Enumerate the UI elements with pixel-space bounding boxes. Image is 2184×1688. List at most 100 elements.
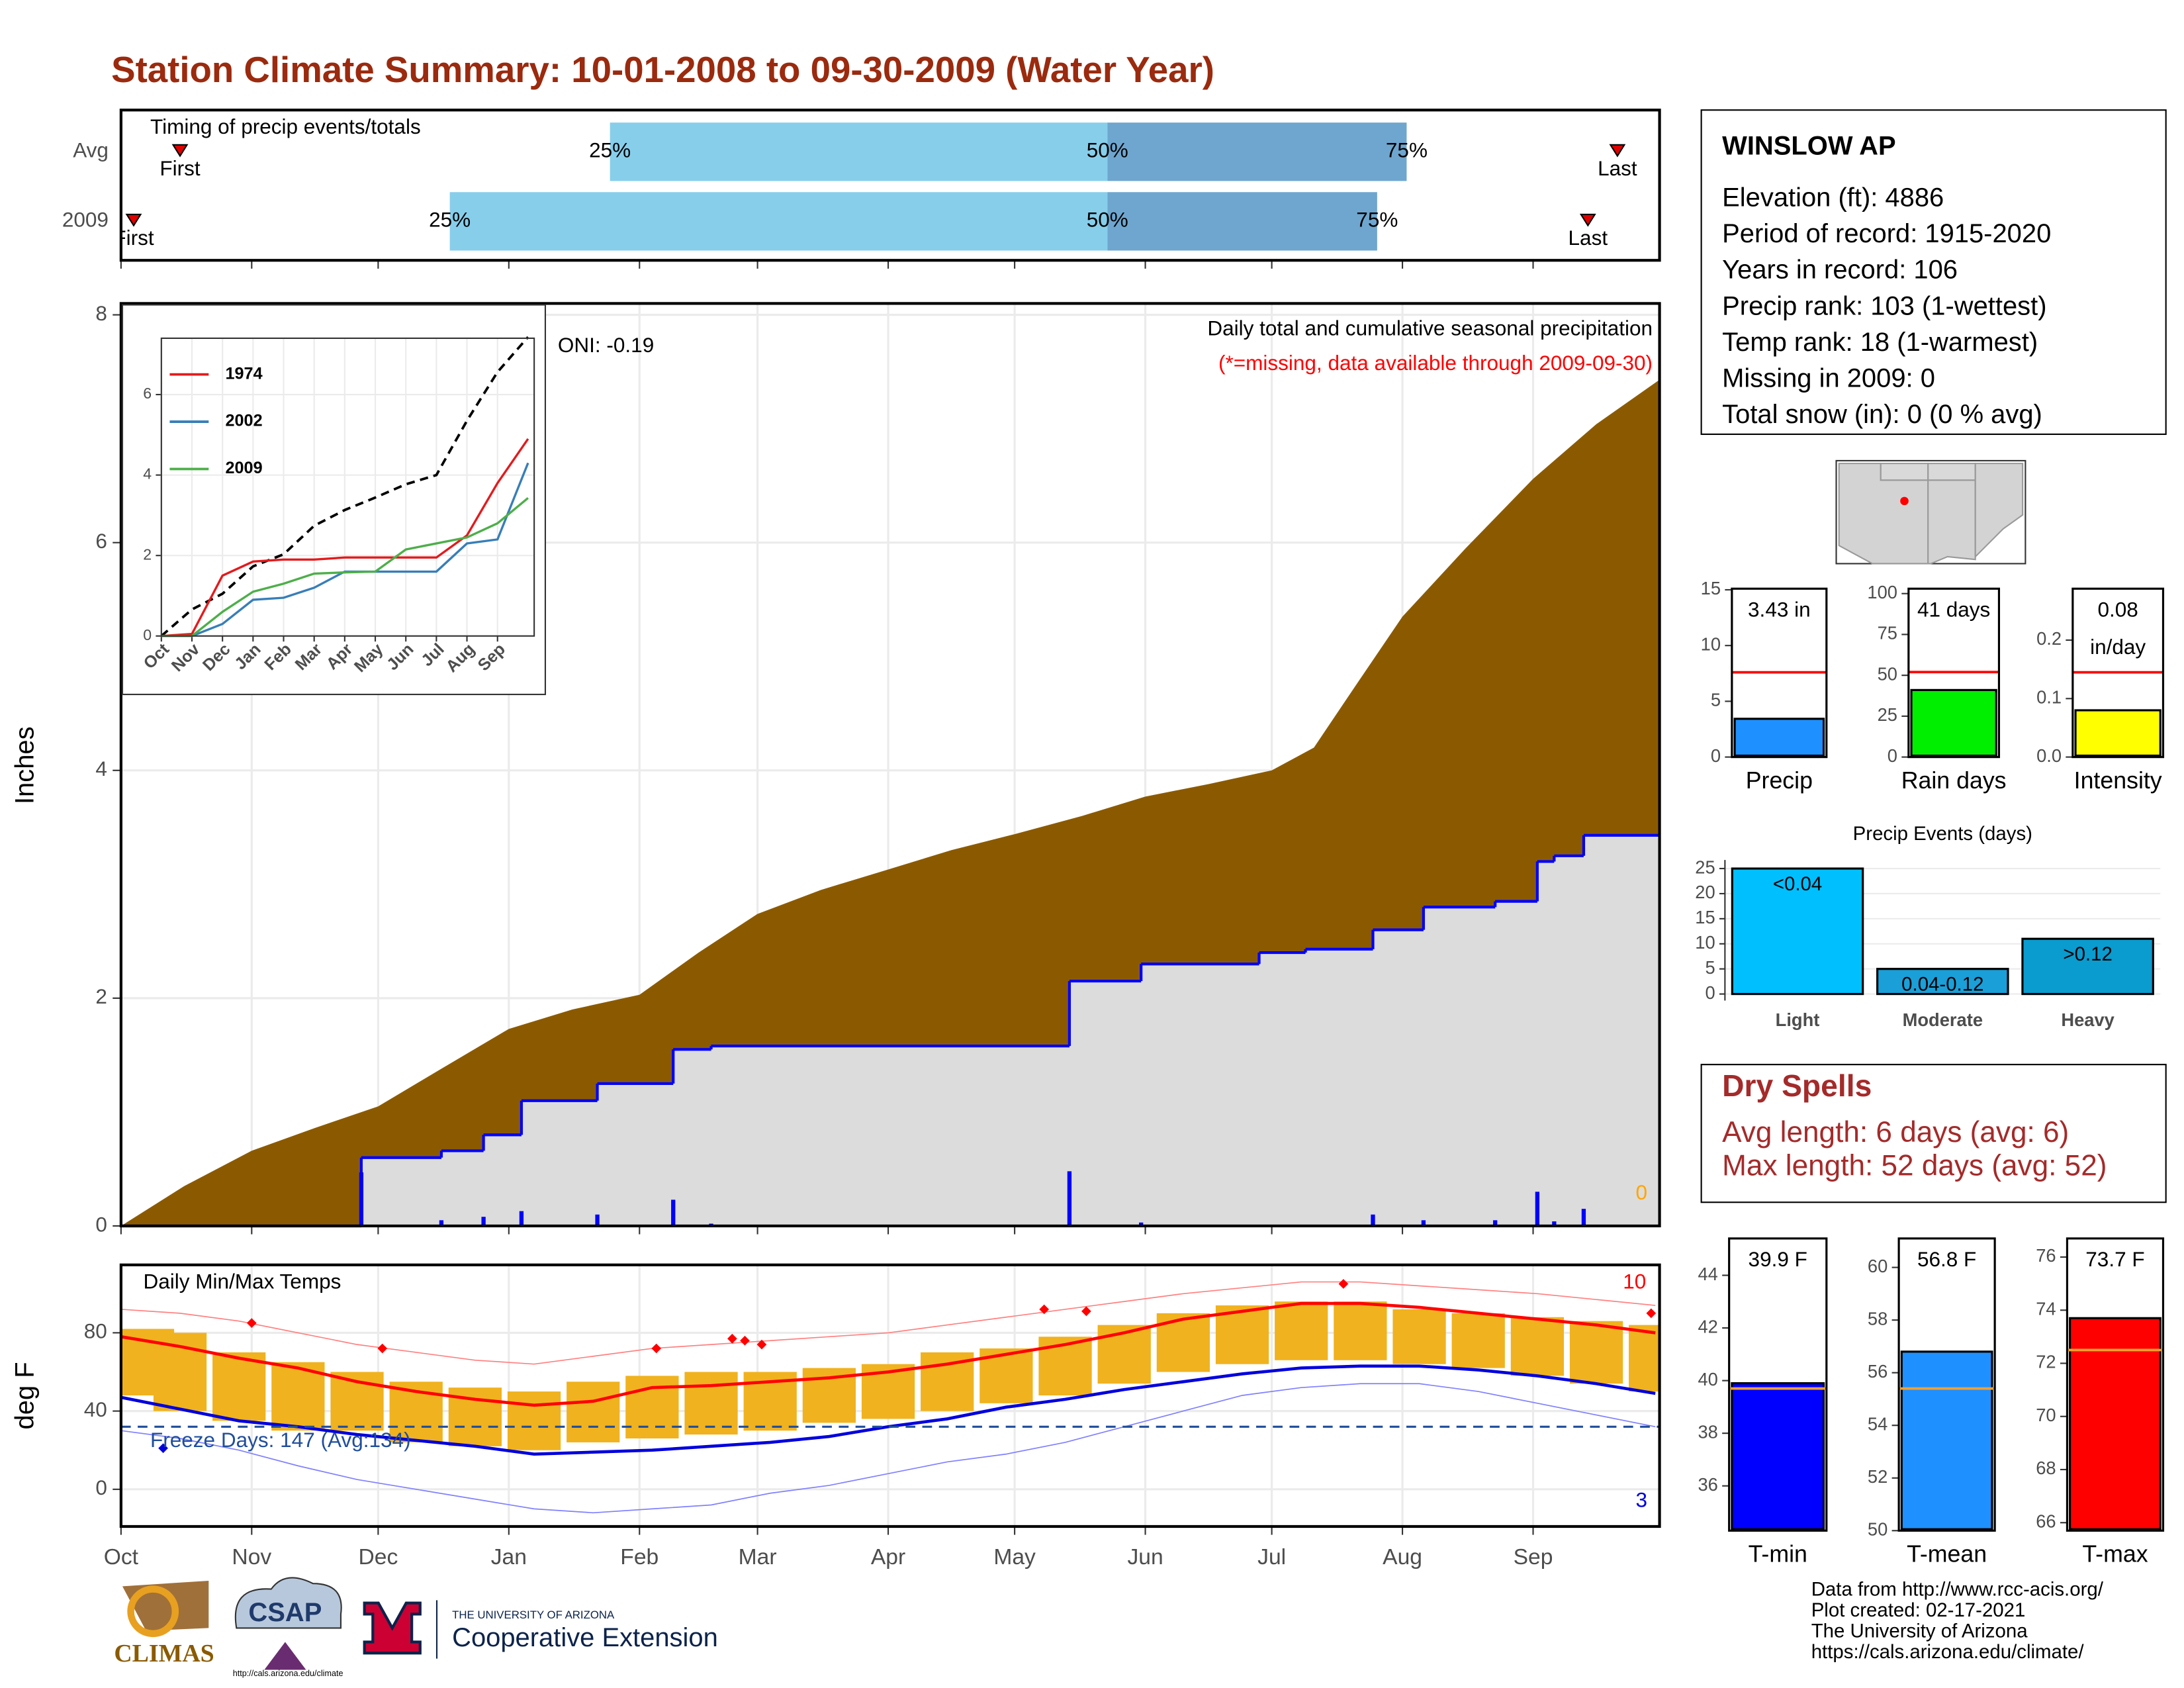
- observed-cumulative-area: [1305, 949, 1374, 1226]
- y-tick-label: 70: [2036, 1405, 2056, 1425]
- page-title: Station Climate Summary: 10-01-2008 to 0…: [111, 50, 1214, 90]
- observed-cumulative-area: [1554, 855, 1584, 1226]
- x-tick-label: Nov: [232, 1545, 271, 1570]
- locator-map: [1835, 459, 2026, 565]
- missing-count: 0: [1635, 1180, 1647, 1204]
- bar-label: >0.12: [2063, 943, 2112, 965]
- record-marker: [740, 1335, 750, 1346]
- record-marker: [246, 1318, 257, 1328]
- y-tick-label: 0: [95, 1212, 107, 1236]
- gauge-bar: [1900, 1350, 1993, 1530]
- y-tick-label: 40: [84, 1397, 107, 1421]
- footer-line: Data from http://www.rcc-acis.org/: [1811, 1578, 2104, 1600]
- x-tick-label: Mar: [739, 1545, 777, 1570]
- observed-cumulative-area: [711, 1046, 1070, 1226]
- quartile-bar: [1107, 192, 1377, 251]
- y-tick-label: 4: [95, 757, 107, 780]
- value-label: 39.9 F: [1749, 1247, 1807, 1271]
- y-tick-label: 0: [143, 626, 152, 643]
- daily-precip-bar: [1581, 1209, 1586, 1226]
- bar-label: <0.04: [1773, 873, 1822, 895]
- x-tick-label: Oct: [104, 1545, 139, 1570]
- inset-border: [121, 304, 546, 696]
- observed-cumulative-area: [673, 1049, 712, 1226]
- y-tick-label: 68: [2036, 1458, 2056, 1478]
- observed-cumulative-area: [1259, 953, 1306, 1226]
- y-tick-label: 75: [1878, 623, 1897, 643]
- gauge-bar: [1731, 1382, 1825, 1530]
- panel-border: [119, 109, 1661, 262]
- value-label: 3.43 in: [1748, 597, 1811, 621]
- y-tick-label: 50: [1878, 663, 1897, 684]
- footer-line: https://cals.arizona.edu/climate/: [1811, 1641, 2085, 1663]
- y-tick-label: 6: [143, 385, 152, 402]
- y-tick-label: 0: [1705, 982, 1715, 1003]
- average-line: [160, 336, 529, 637]
- gauge-border: [1897, 1237, 1996, 1532]
- record-marker: [158, 1443, 168, 1454]
- y-tick-label: 42: [1698, 1316, 1717, 1336]
- daily-precip-bar: [1493, 1220, 1498, 1226]
- observed-cumulative-area: [483, 1135, 522, 1226]
- observed-cumulative-area: [1495, 901, 1538, 1226]
- y-axis-label: deg F: [10, 1362, 39, 1429]
- y-tick-label: 4: [143, 465, 152, 483]
- event-marker: [125, 213, 142, 227]
- category-label: T-max: [2082, 1541, 2148, 1568]
- station-line: Years in record: 106: [1722, 256, 1958, 285]
- daily-precip-bar: [1535, 1192, 1540, 1226]
- daily-precip-bar: [519, 1211, 524, 1226]
- y-tick-label: 0.2: [2036, 628, 2062, 649]
- logo-text: Cooperative Extension: [452, 1623, 718, 1652]
- y-tick-label: 0: [1888, 745, 1897, 766]
- daily-temp-range: [1215, 1305, 1269, 1364]
- quartile-label: 50%: [1087, 208, 1128, 232]
- y-tick-label: 5: [1705, 957, 1715, 978]
- value-label: 56.8 F: [1917, 1247, 1976, 1271]
- x-tick-label: Feb: [620, 1545, 659, 1570]
- series-line: [161, 496, 529, 637]
- y-tick-label: 6: [95, 529, 107, 553]
- logo-text: THE UNIVERSITY OF ARIZONA: [452, 1609, 615, 1621]
- daily-precip-bar: [439, 1220, 444, 1226]
- record-marker: [727, 1333, 737, 1344]
- record-marker: [377, 1343, 388, 1354]
- y-tick-label: 0: [95, 1476, 107, 1499]
- y-tick-label: 60: [1868, 1256, 1888, 1276]
- daily-temp-range: [1569, 1321, 1623, 1384]
- y-tick-label: 2: [95, 984, 107, 1008]
- x-tick-label: Light: [1776, 1009, 1820, 1030]
- daily-temp-range: [507, 1391, 561, 1450]
- panel-border: [119, 302, 1661, 1228]
- bar: [1876, 968, 2009, 996]
- record-max-line: [120, 1281, 1656, 1365]
- event-marker: [1609, 144, 1626, 158]
- logo-text: CSAP: [248, 1598, 322, 1627]
- quartile-bar: [1107, 122, 1407, 181]
- normal-min-line: [120, 1364, 1656, 1456]
- bar: [2021, 937, 2154, 996]
- event-marker: [171, 144, 189, 158]
- category-label: Rain days: [1901, 767, 2007, 794]
- x-tick-label: Moderate: [1903, 1009, 1983, 1030]
- x-tick-label: Jan: [491, 1545, 527, 1570]
- observed-cumulative-area: [521, 1100, 598, 1226]
- x-tick-label: Jul: [1257, 1545, 1286, 1570]
- chart-title: Daily total and cumulative seasonal prec…: [1207, 316, 1653, 340]
- category-label: Intensity: [2074, 767, 2162, 794]
- oni-annotation: ONI: -0.19: [558, 333, 654, 357]
- timing-title: Timing of precip events/totals: [150, 115, 421, 138]
- daily-temp-range: [1510, 1317, 1565, 1376]
- gauge-border: [1907, 587, 2001, 759]
- station-line: Temp rank: 18 (1-warmest): [1722, 328, 2038, 357]
- logos: CLIMAS CSAP http://cals.arizona.edu/clim…: [114, 1577, 718, 1678]
- footer-line: The University of Arizona: [1811, 1620, 2028, 1642]
- dry-spells-line: Max length: 52 days (avg: 52): [1722, 1149, 2107, 1182]
- record-marker: [756, 1339, 767, 1350]
- observed-cumulative-area: [1423, 907, 1496, 1226]
- quartile-label: 75%: [1356, 208, 1398, 232]
- event-label: First: [159, 156, 201, 180]
- x-tick-label: May: [993, 1545, 1036, 1570]
- y-tick-label: 54: [1868, 1413, 1888, 1434]
- daily-precip-bar: [359, 1172, 364, 1226]
